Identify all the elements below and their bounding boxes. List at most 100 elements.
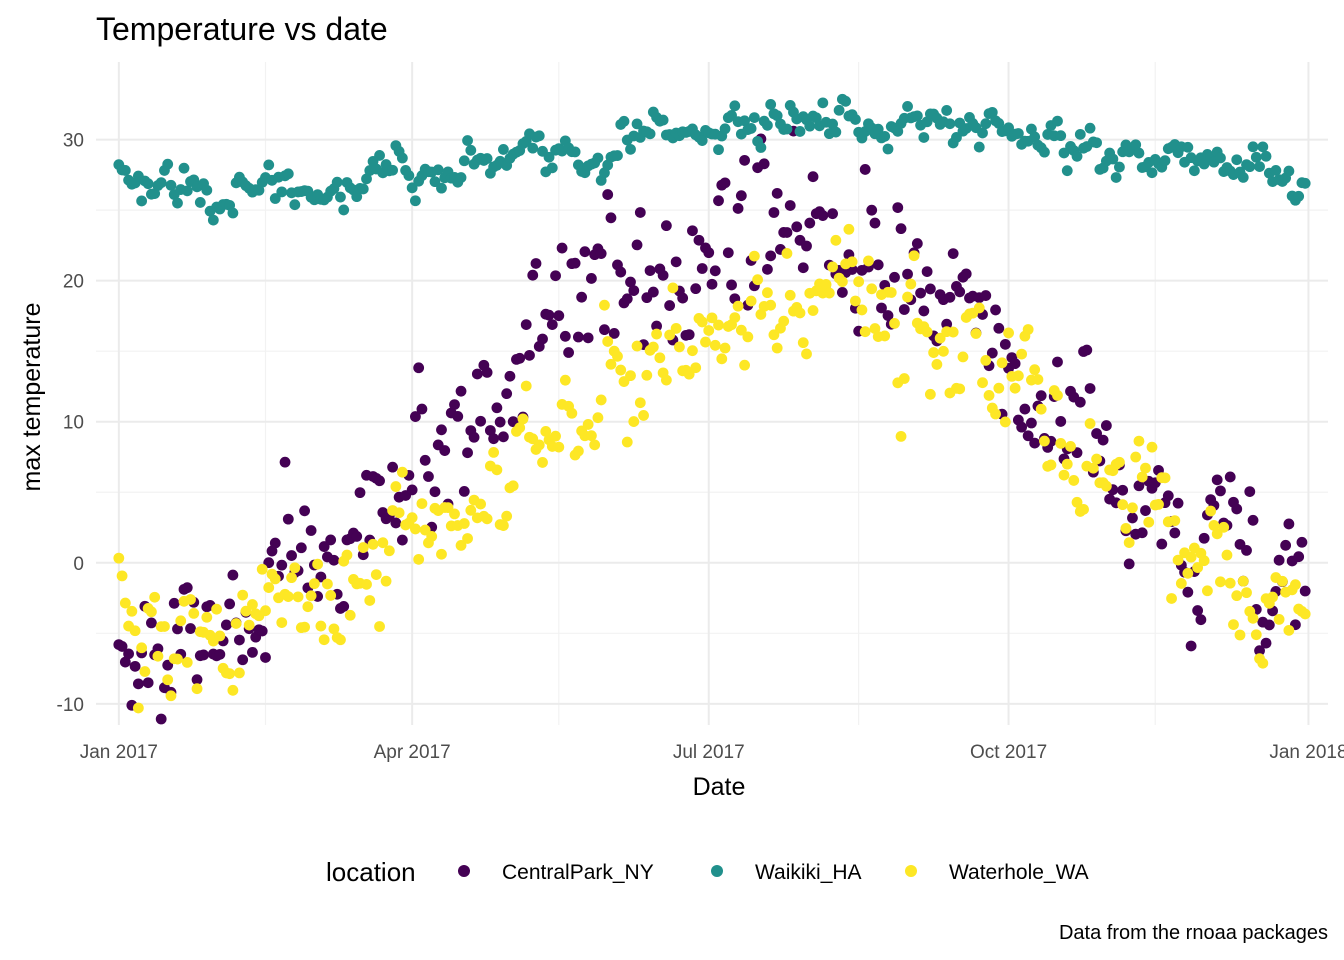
data-point xyxy=(462,135,473,146)
data-point xyxy=(1228,619,1239,630)
data-point xyxy=(159,621,170,632)
data-point xyxy=(234,634,245,646)
data-point xyxy=(748,112,760,123)
data-point xyxy=(357,542,369,553)
data-point xyxy=(1205,505,1217,517)
data-point xyxy=(827,261,838,273)
data-point xyxy=(820,279,832,290)
data-point xyxy=(224,598,236,610)
data-point xyxy=(119,656,131,668)
data-point xyxy=(889,317,900,329)
data-point xyxy=(1114,456,1125,468)
data-point xyxy=(1039,435,1050,447)
data-point xyxy=(413,362,425,374)
legend: location CentralPark_NY Waikiki_HA Waterho… xyxy=(326,857,1089,887)
data-point xyxy=(863,255,874,267)
data-point xyxy=(488,446,500,458)
data-point xyxy=(1247,612,1259,624)
data-point xyxy=(1247,141,1259,153)
data-point xyxy=(328,554,340,566)
data-point xyxy=(1133,147,1145,159)
data-point xyxy=(207,214,219,226)
data-point xyxy=(527,142,539,154)
data-point xyxy=(742,331,754,343)
data-point xyxy=(1022,324,1034,335)
data-point xyxy=(859,326,871,338)
data-point xyxy=(1273,554,1285,566)
data-point xyxy=(335,191,346,203)
data-point xyxy=(980,118,992,130)
data-point xyxy=(162,158,174,170)
data-point xyxy=(116,570,128,582)
data-point xyxy=(146,606,157,618)
data-point xyxy=(413,553,425,565)
data-point xyxy=(390,517,402,529)
data-point xyxy=(771,110,783,122)
data-point xyxy=(338,600,350,612)
data-point xyxy=(765,250,777,262)
data-point xyxy=(367,538,379,550)
data-point xyxy=(762,119,773,131)
data-point xyxy=(172,197,183,209)
plot-grid xyxy=(96,62,1328,725)
data-point xyxy=(439,445,451,456)
data-point xyxy=(683,329,695,341)
data-point xyxy=(498,520,509,531)
data-point xyxy=(1247,514,1259,526)
data-point xyxy=(993,322,1005,334)
data-point xyxy=(1058,469,1070,481)
data-point xyxy=(432,164,444,176)
data-point xyxy=(859,164,871,175)
series-Waterhole_WA xyxy=(113,223,1311,714)
data-point xyxy=(660,220,672,232)
data-point xyxy=(706,312,718,324)
data-point xyxy=(188,607,200,619)
data-point xyxy=(237,654,249,666)
data-point xyxy=(898,373,910,384)
data-point xyxy=(1019,403,1031,415)
data-point xyxy=(911,238,923,249)
data-point xyxy=(928,347,940,358)
data-point xyxy=(393,507,405,519)
data-point xyxy=(214,630,226,642)
data-point xyxy=(396,534,408,546)
data-point xyxy=(1257,657,1269,669)
data-point xyxy=(465,144,477,156)
data-point xyxy=(983,390,995,401)
data-points xyxy=(113,93,1311,725)
data-point xyxy=(344,609,356,621)
data-point xyxy=(784,200,796,211)
data-point xyxy=(582,332,594,344)
data-point xyxy=(123,648,134,660)
data-point xyxy=(387,461,398,473)
data-point xyxy=(755,142,767,153)
data-point xyxy=(543,309,555,321)
data-point xyxy=(458,485,470,497)
x-tick-label: Oct 2017 xyxy=(970,742,1047,763)
data-point xyxy=(1231,503,1243,515)
data-point xyxy=(119,165,131,176)
data-point xyxy=(1250,151,1262,163)
data-point xyxy=(559,374,571,386)
data-point xyxy=(1188,165,1200,177)
data-point xyxy=(934,332,946,344)
data-point xyxy=(670,322,682,334)
data-point xyxy=(211,603,222,615)
data-point xyxy=(351,191,363,203)
data-point xyxy=(726,279,737,291)
data-point xyxy=(762,263,773,275)
data-point xyxy=(1107,153,1119,165)
data-point xyxy=(898,304,910,315)
data-point xyxy=(155,177,167,189)
data-point xyxy=(227,684,239,696)
data-point xyxy=(1159,155,1171,167)
y-tick-label: 0 xyxy=(73,554,84,575)
data-point xyxy=(885,287,897,298)
data-point xyxy=(719,177,731,189)
data-point xyxy=(194,197,206,208)
data-point xyxy=(625,276,636,288)
data-point xyxy=(119,597,131,609)
data-point xyxy=(292,591,304,603)
data-point xyxy=(1032,374,1044,385)
data-point xyxy=(1009,382,1021,394)
